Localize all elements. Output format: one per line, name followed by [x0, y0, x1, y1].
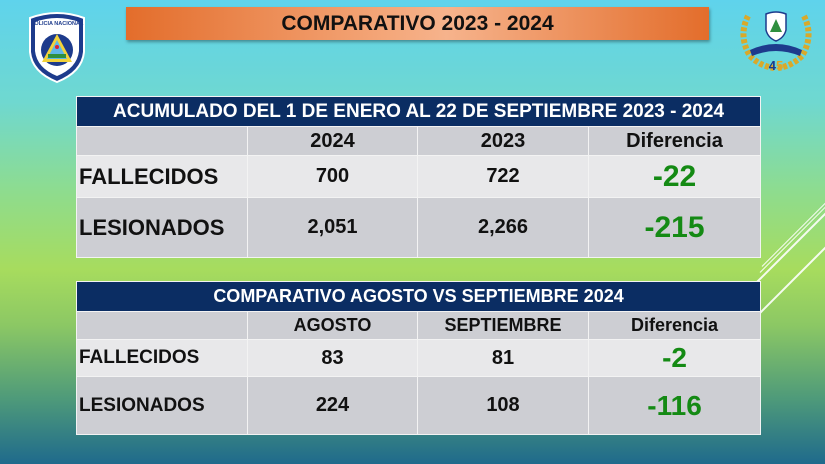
- table-agosto-septiembre: COMPARATIVO AGOSTO VS SEPTIEMBRE 2024 AG…: [75, 281, 762, 435]
- anniversary-number: 45: [769, 58, 783, 73]
- cell-agosto: 224: [247, 376, 418, 435]
- row-label-fallecidos: FALLECIDOS: [76, 155, 248, 198]
- cell-diferencia: -2: [587, 339, 762, 377]
- header-empty: [76, 126, 248, 156]
- header-septiembre: SEPTIEMBRE: [417, 311, 589, 340]
- header-2024: 2024: [247, 126, 418, 156]
- table-row: FALLECIDOS 700 722 -22: [76, 155, 762, 198]
- slide-title-bar: COMPARATIVO 2023 - 2024: [126, 7, 709, 40]
- table-acumulado: ACUMULADO DEL 1 DE ENERO AL 22 DE SEPTIE…: [75, 96, 762, 258]
- table-row: LESIONADOS 224 108 -116: [76, 376, 762, 435]
- cell-septiembre: 81: [417, 339, 589, 377]
- table-row: LESIONADOS 2,051 2,266 -215: [76, 197, 762, 258]
- header-diferencia: Diferencia: [587, 126, 762, 156]
- header-2023: 2023: [417, 126, 589, 156]
- cell-diferencia: -215: [587, 197, 762, 258]
- table-row: FALLECIDOS 83 81 -2: [76, 339, 762, 377]
- header-agosto: AGOSTO: [247, 311, 418, 340]
- aniversario-45-logo: 45: [740, 11, 812, 73]
- row-label-lesionados: LESIONADOS: [76, 197, 248, 258]
- cell-diferencia: -116: [587, 376, 762, 435]
- header-diferencia: Diferencia: [587, 311, 762, 340]
- cell-diferencia: -22: [587, 155, 762, 198]
- header-empty: [76, 311, 248, 340]
- row-label-fallecidos: FALLECIDOS: [76, 339, 248, 377]
- cell-2023: 2,266: [417, 197, 589, 258]
- decorative-line: [759, 204, 825, 273]
- decorative-line: [756, 210, 825, 283]
- row-label-lesionados: LESIONADOS: [76, 376, 248, 435]
- slide-title: COMPARATIVO 2023 - 2024: [281, 11, 554, 35]
- policia-nacional-logo: POLICIA NACIONAL: [29, 12, 85, 84]
- cell-2023: 722: [417, 155, 589, 198]
- table-title: ACUMULADO DEL 1 DE ENERO AL 22 DE SEPTIE…: [75, 96, 762, 127]
- cell-septiembre: 108: [417, 376, 589, 435]
- logo-text: POLICIA NACIONAL: [31, 21, 84, 27]
- cell-2024: 2,051: [247, 197, 418, 258]
- cell-agosto: 83: [247, 339, 418, 377]
- cell-2024: 700: [247, 155, 418, 198]
- table-title: COMPARATIVO AGOSTO VS SEPTIEMBRE 2024: [75, 281, 762, 312]
